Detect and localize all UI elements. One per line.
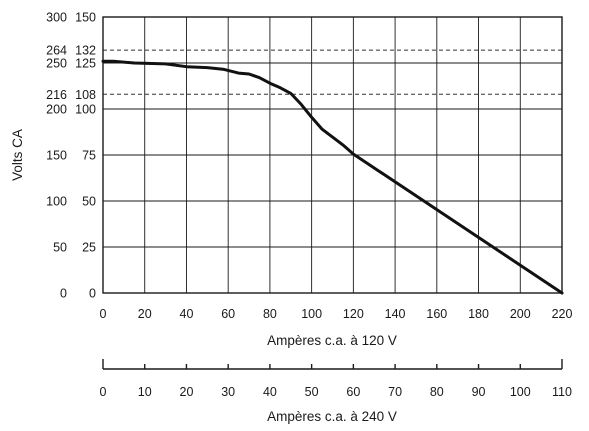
x-120v-tick-label: 80	[263, 307, 277, 321]
x-axis-title-240v: Ampères c.a. à 240 V	[267, 409, 397, 424]
y-left-tick-label: 300	[46, 11, 67, 25]
reference-lines	[103, 49, 562, 95]
grid-lines	[102, 16, 563, 294]
x-120v-tick-label: 60	[221, 307, 235, 321]
x-120v-tick-label: 200	[510, 307, 531, 321]
x-240v-tick-label: 110	[552, 385, 572, 399]
y-right-tick-label: 100	[75, 103, 96, 117]
y-right-tick-label: 25	[82, 241, 96, 255]
x-120v-tick-label: 220	[552, 307, 573, 321]
y-right-tick-label: 150	[75, 11, 96, 25]
x-240v-tick-label: 30	[221, 385, 235, 399]
y-left-tick-label: 0	[60, 287, 67, 301]
y-left-tick-label: 200	[46, 103, 67, 117]
x-axis-120v-ticks: 0 20 40 60 80 100 120 140 160 180 200 220	[100, 307, 573, 321]
x-240v-tick-label: 20	[180, 385, 194, 399]
x-240v-tick-label: 80	[430, 385, 444, 399]
x-240v-tick-label: 50	[305, 385, 319, 399]
x-120v-tick-label: 40	[180, 307, 194, 321]
x-axis-240v-scale: 0 10 20 30 40 50 60 70 80 90 100 110	[100, 359, 572, 399]
y-right-tick-label: 50	[82, 195, 96, 209]
x-240v-tick-label: 60	[346, 385, 360, 399]
y-left-tick-label: 250	[46, 57, 67, 71]
y-left-tick-label: 50	[53, 241, 67, 255]
voltage-curve	[101, 59, 564, 295]
x-120v-tick-label: 0	[100, 307, 107, 321]
y-left-tick-label: 216	[46, 88, 67, 102]
x-120v-tick-label: 180	[468, 307, 489, 321]
y-axis-title: Volts CA	[10, 129, 25, 181]
x-120v-tick-label: 140	[385, 307, 406, 321]
y-right-tick-label: 108	[75, 88, 96, 102]
x-240v-tick-label: 10	[138, 385, 152, 399]
y-right-tick-label: 125	[75, 57, 96, 71]
y-left-tick-label: 264	[46, 44, 67, 58]
x-240v-tick-label: 40	[263, 385, 277, 399]
y-right-tick-label: 0	[89, 287, 96, 301]
y-right-tick-label: 75	[82, 149, 96, 163]
x-240v-tick-label: 90	[472, 385, 486, 399]
y-right-tick-label: 132	[75, 44, 96, 58]
plot-frame	[102, 16, 563, 294]
x-240v-tick-label: 0	[100, 385, 107, 399]
x-120v-tick-label: 160	[426, 307, 447, 321]
x-240v-tick-label: 100	[510, 385, 531, 399]
y-left-tick-label: 150	[46, 149, 67, 163]
x-120v-tick-label: 100	[301, 307, 322, 321]
y-left-tick-label: 100	[46, 195, 67, 209]
x-120v-tick-label: 20	[138, 307, 152, 321]
x-axis-title-120v: Ampères c.a. à 120 V	[267, 333, 397, 348]
x-240v-tick-label: 70	[388, 385, 402, 399]
x-120v-tick-label: 120	[343, 307, 364, 321]
